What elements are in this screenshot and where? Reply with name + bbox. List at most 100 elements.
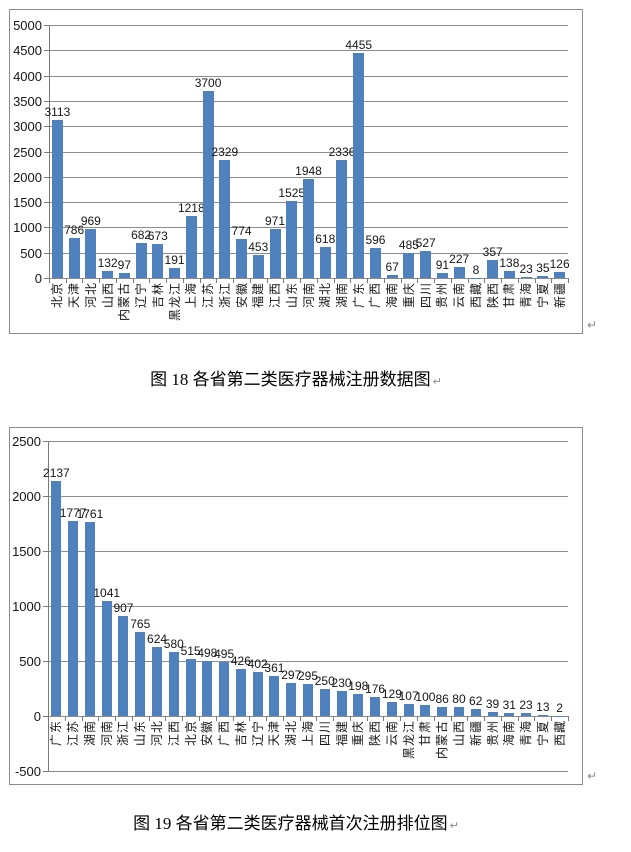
x-axis-tick — [484, 278, 486, 283]
x-axis-tick — [417, 278, 419, 283]
x-axis-tick — [534, 716, 536, 721]
bar-value-label-山东: 765 — [130, 616, 151, 631]
y-axis-tick — [44, 100, 49, 102]
bar-陕西 — [370, 696, 381, 716]
bar-贵州 — [436, 273, 448, 278]
bar-河南 — [101, 601, 112, 716]
x-axis-tick — [215, 716, 217, 721]
bar-湖南 — [336, 159, 348, 278]
x-axis-label-北京: 北京 — [50, 282, 65, 309]
bar-吉林 — [152, 243, 164, 278]
x-axis-tick — [148, 716, 150, 721]
bar-新疆 — [554, 271, 566, 278]
bar-福建 — [336, 690, 347, 716]
bar-value-label-西藏: 8 — [472, 262, 480, 277]
gridline — [49, 151, 568, 153]
paragraph-mark: ↵ — [587, 318, 598, 332]
figure-19-chart-object[interactable]: 2500 2000 1500 1000 500 0 -500 2137 广东 1777 江苏 1761… — [9, 427, 583, 785]
x-axis-tick — [383, 716, 385, 721]
x-axis-tick — [232, 716, 234, 721]
x-axis-tick — [81, 716, 83, 721]
x-axis-label-河南: 河南 — [99, 720, 114, 747]
bar-value-label-黑龙江: 107 — [398, 689, 419, 704]
x-axis-label-辽宁: 辽宁 — [134, 282, 149, 309]
x-axis-label-福建: 福建 — [334, 720, 349, 747]
gridline — [49, 100, 568, 102]
x-axis-label-江西: 江西 — [268, 282, 283, 309]
x-axis-tick — [333, 716, 335, 721]
bar-西藏 — [554, 715, 565, 717]
x-axis-label-浙江: 浙江 — [217, 282, 232, 309]
gridline — [48, 441, 568, 442]
y-axis-tick-label: 3500 — [13, 93, 42, 109]
x-axis-label-新疆: 新疆 — [552, 282, 567, 309]
x-axis-tick — [48, 716, 49, 721]
bar-湖南 — [84, 522, 95, 716]
x-axis-tick — [467, 716, 469, 721]
gridline — [49, 278, 568, 279]
x-axis-tick — [299, 716, 301, 721]
x-axis-tick — [282, 716, 284, 721]
y-axis-tick-label: 5000 — [13, 18, 42, 33]
figure-18-chart-object[interactable]: 5000 4500 4000 3500 3000 2500 2000 1500 1000 500 0… — [9, 9, 583, 334]
bar-北京 — [51, 120, 63, 278]
bar-value-label-新疆: 62 — [469, 694, 483, 709]
bar-江苏 — [202, 90, 214, 278]
x-axis-tick — [82, 278, 84, 283]
gridline — [49, 126, 568, 128]
bar-value-label-天津: 786 — [64, 223, 85, 238]
y-axis-tick-label: 0 — [33, 709, 41, 724]
x-axis-label-海南: 海南 — [502, 720, 517, 747]
bar-陕西 — [487, 259, 499, 278]
bar-value-label-山西: 132 — [97, 256, 118, 271]
x-axis-label-浙江: 浙江 — [116, 720, 131, 747]
bar-黑龙江 — [403, 704, 414, 716]
bar-value-label-江西: 580 — [163, 637, 184, 652]
x-axis-tick — [249, 716, 251, 721]
bar-value-label-重庆: 198 — [348, 679, 369, 694]
bar-value-label-辽宁: 682 — [131, 228, 152, 243]
y-axis-tick-label: 1500 — [13, 195, 42, 211]
y-axis-tick-label: 2000 — [12, 489, 41, 504]
bar-value-label-北京: 3113 — [44, 105, 71, 120]
y-axis-tick — [43, 551, 48, 552]
y-axis-tick — [44, 50, 49, 52]
x-axis-label-海南: 海南 — [385, 282, 400, 309]
x-axis-tick — [266, 278, 268, 283]
bar-value-label-陕西: 176 — [365, 681, 386, 696]
bar-value-label-广东: 2137 — [43, 465, 70, 480]
bar-value-label-海南: 31 — [502, 697, 516, 712]
bar-value-label-上海: 295 — [297, 668, 319, 683]
bar-value-label-四川: 250 — [314, 673, 335, 688]
y-axis-tick-label: 0 — [34, 271, 42, 286]
x-axis-label-内蒙古: 内蒙古 — [435, 720, 450, 760]
bar-value-label-甘肃: 100 — [415, 690, 436, 704]
bar-value-label-陕西: 357 — [482, 244, 503, 259]
x-axis-tick — [283, 278, 285, 283]
x-axis-tick — [433, 716, 435, 721]
x-axis-tick — [182, 278, 184, 283]
bar-云南 — [453, 266, 465, 278]
bar-湖北 — [286, 683, 297, 716]
x-axis-label-江苏: 江苏 — [201, 282, 216, 309]
bar-value-label-重庆: 485 — [398, 238, 419, 253]
y-axis-tick-label: 500 — [20, 245, 42, 261]
bar-江西 — [168, 652, 179, 716]
figure-18-caption-text: 图 18 各省第二类医疗器械注册数据图 — [150, 370, 431, 389]
bar-安徽 — [236, 238, 248, 278]
x-axis-label-重庆: 重庆 — [401, 282, 416, 309]
bar-西藏 — [470, 277, 482, 279]
bar-浙江 — [219, 160, 231, 278]
x-axis-label-广西: 广西 — [368, 282, 383, 309]
bar-value-label-新疆: 126 — [549, 256, 570, 271]
x-axis-label-广西: 广西 — [217, 720, 232, 747]
x-axis-tick — [115, 716, 117, 721]
bar-山西 — [102, 271, 114, 278]
x-axis-tick — [166, 278, 168, 283]
gridline — [49, 176, 568, 178]
bar-湖北 — [319, 246, 331, 278]
x-axis-label-四川: 四川 — [418, 282, 433, 309]
x-axis-tick — [65, 278, 67, 283]
x-axis-label-江苏: 江苏 — [66, 720, 81, 747]
bar-海南 — [386, 274, 398, 278]
